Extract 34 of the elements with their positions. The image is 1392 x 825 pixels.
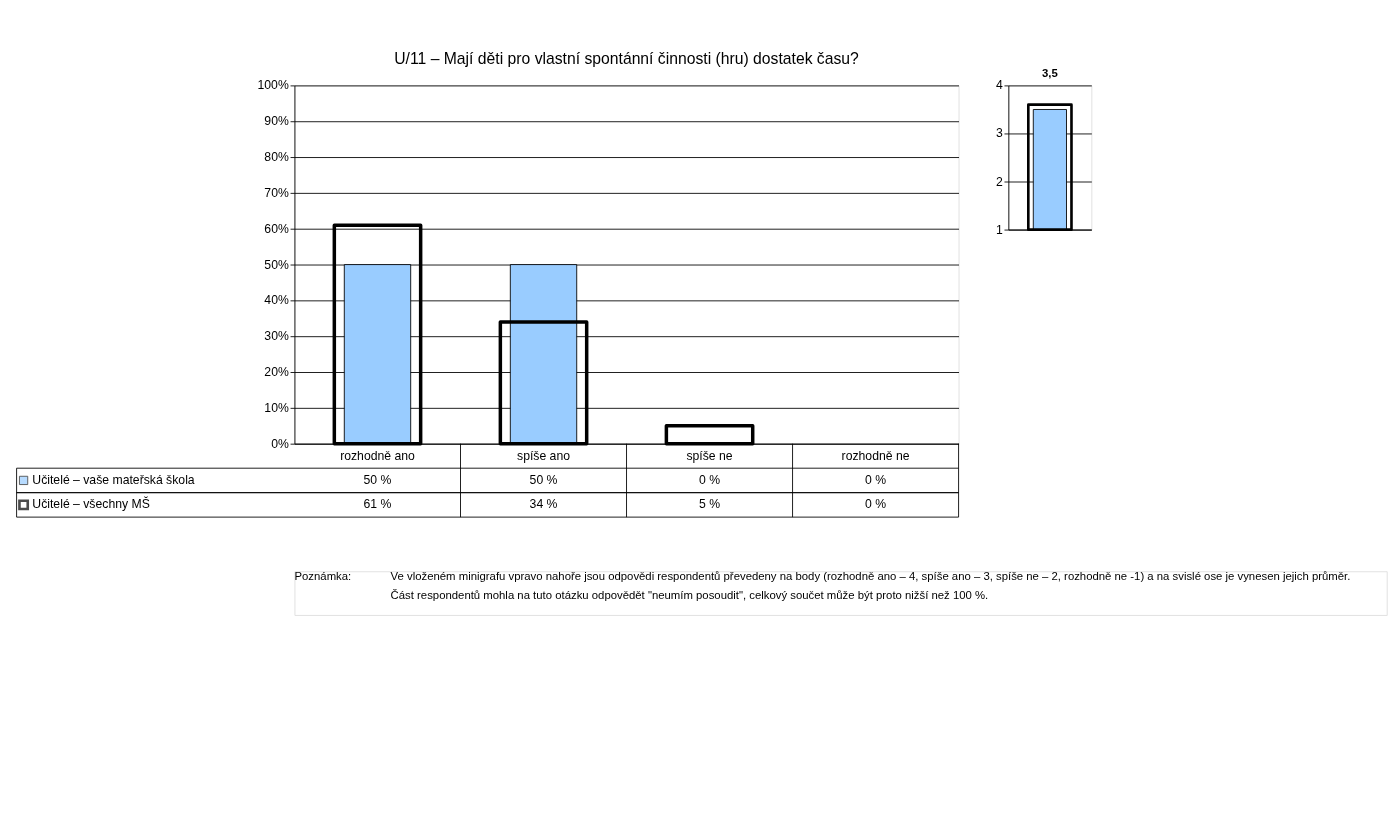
- x-tick-label: spíše ano: [517, 448, 571, 463]
- y-tick-label: 1: [995, 222, 1003, 237]
- y-tick-label: 4: [995, 78, 1003, 93]
- data-label: 3,5: [1042, 66, 1058, 79]
- text: Poznámka:: [294, 570, 352, 583]
- y-tick-label: 60%: [264, 221, 289, 236]
- data-label: 0 %: [865, 472, 887, 487]
- y-tick-label: 20%: [264, 365, 289, 379]
- text: Část respondentů mohla na tuto otázku odpovědět "neumím posoudit", celkový součet může být proto nižší než 100 %.: [390, 589, 989, 602]
- data-label: 61 %: [363, 497, 392, 512]
- x-tick-label: spíše ne: [686, 448, 733, 463]
- y-tick-label: 100%: [257, 78, 289, 93]
- data-label: 0 %: [865, 497, 887, 512]
- y-tick-label: 10%: [264, 400, 289, 415]
- y-tick-label: 2: [995, 174, 1003, 189]
- y-tick-label: 70%: [264, 185, 289, 200]
- y-tick-label: 80%: [264, 150, 289, 165]
- data-label: 0 %: [699, 472, 721, 487]
- y-tick-label: 30%: [264, 329, 289, 344]
- data-label: 50 %: [363, 472, 392, 487]
- x-tick-label: rozhodně ne: [841, 448, 910, 463]
- chart-title: U/11 – Mají děti pro vlastní spontánní činnosti (hru) dostatek času?: [394, 49, 860, 67]
- y-tick-label: 90%: [264, 114, 289, 129]
- x-tick-label: rozhodně ano: [340, 448, 416, 463]
- y-tick-label: 40%: [264, 293, 289, 308]
- legend-label: Učitelé – vaše mateřská škola: [32, 472, 195, 487]
- y-tick-label: 3: [995, 126, 1003, 141]
- y-tick-label: 50%: [264, 257, 289, 272]
- legend-label: Učitelé – všechny MŠ: [32, 496, 150, 512]
- data-label: 5 %: [699, 497, 721, 512]
- y-tick-label: 0%: [271, 436, 289, 451]
- data-label: 50 %: [529, 472, 558, 487]
- data-label: 34 %: [529, 497, 558, 512]
- text: Ve vloženém minigrafu vpravo nahoře jsou odpovědi respondentů převedeny na body (rozhodně ano – 4, spíše ano – 3, spíše ne – 2, rozhodně ne -1) a na svislé ose je vynesen jejich průměr.: [390, 570, 1351, 583]
